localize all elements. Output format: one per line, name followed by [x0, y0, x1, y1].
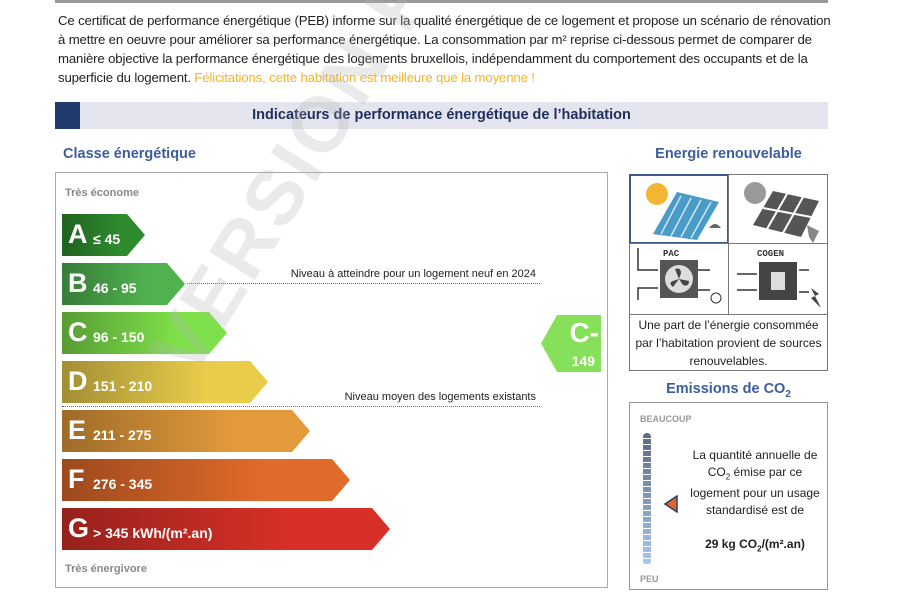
co2-pointer-icon	[664, 495, 678, 513]
cogeneration-icon: COGEN	[737, 249, 821, 308]
photovoltaic-cell	[728, 174, 828, 244]
co2-text-3: logement pour un usage standardisé est d…	[690, 486, 820, 518]
co2-unit: /(m².an)	[761, 537, 805, 552]
co2-title-text: Emissions de CO	[666, 381, 786, 397]
bar-range: > 345 kWh/(m².an)	[93, 525, 213, 541]
energy-bar-g: G > 345 kWh/(m².an)	[62, 508, 390, 550]
bar-letter: A	[68, 219, 88, 249]
co2-title-sub: 2	[785, 388, 791, 400]
energy-bar-d: D 151 - 210	[62, 361, 268, 403]
bar-range: 46 - 95	[93, 280, 137, 296]
energy-bar-f: F 276 - 345	[62, 459, 350, 501]
co2-value: 29 kg CO	[705, 537, 758, 552]
new-level-line	[187, 283, 540, 284]
bar-range: 96 - 150	[93, 329, 145, 345]
co2-text-1: La quantité annuelle de	[692, 448, 818, 462]
renewable-text: Une part de l’énergie consommée par l’ha…	[635, 318, 822, 368]
pac-label: PAC	[663, 249, 680, 259]
heat-pump-icon: PAC	[637, 248, 722, 304]
energy-bar-c: C 96 - 150	[62, 312, 227, 354]
cogen-label: COGEN	[757, 249, 784, 259]
energy-bar-e: E 211 - 275	[62, 410, 310, 452]
energy-bar-a: A ≤ 45	[62, 214, 145, 256]
header-square	[55, 102, 80, 129]
bar-range: ≤ 45	[93, 231, 121, 247]
note-avg: Niveau moyen des logements existants	[344, 391, 536, 403]
co2-scale	[643, 433, 651, 565]
co2-text: La quantité annuelle de CO2 émise par ce l…	[690, 448, 820, 554]
intro-paragraph: Ce certificat de performance énergétique…	[58, 11, 838, 87]
bar-range: 211 - 275	[93, 427, 152, 443]
bar-letter: C	[68, 317, 88, 347]
renouvelable-title: Energie renouvelable	[655, 146, 802, 162]
solar-thermal-cell	[629, 174, 729, 244]
top-label: Très économe	[65, 187, 139, 199]
avg-level-line	[62, 406, 540, 407]
section-header: Indicateurs de performance énergétique d…	[55, 102, 828, 129]
section-title: Indicateurs de performance énergétique d…	[252, 107, 631, 123]
co2-panel: BEAUCOUP La quantité annuelle de CO2 émis…	[629, 402, 828, 590]
intro-highlight: Félicitations, cette habitation est meil…	[194, 70, 535, 85]
co2-text-2b: émise par ce	[730, 465, 803, 479]
intro-text: Ce certificat de performance énergétique…	[58, 13, 831, 85]
co2-top-label: BEAUCOUP	[640, 414, 692, 424]
result-value: 149	[571, 353, 595, 369]
bar-range: 276 - 345	[93, 476, 153, 492]
energy-class-panel	[55, 172, 608, 588]
co2-bottom-label: PEU	[640, 574, 659, 584]
bar-letter: G	[68, 513, 90, 543]
classe-title: Classe énergétique	[63, 146, 196, 162]
bar-range: 151 - 210	[93, 378, 153, 394]
result-class: C-	[569, 317, 599, 348]
co2-text-2a: CO	[707, 465, 726, 479]
cogen-cell: COGEN	[728, 243, 828, 315]
bar-letter: B	[68, 268, 88, 298]
top-border	[55, 0, 828, 3]
pac-cell: PAC	[629, 243, 729, 315]
solar-thermal-icon	[646, 183, 721, 240]
bar-letter: F	[68, 464, 85, 494]
bar-letter: E	[68, 415, 87, 445]
note-new: Niveau à atteindre pour un logement neuf…	[290, 268, 536, 280]
energy-bar-b: B 46 - 95	[62, 263, 185, 305]
bar-letter: D	[68, 366, 88, 396]
photovoltaic-icon	[744, 182, 819, 243]
renewable-panel: PAC COGEN Une part de l’énergie consommé…	[629, 174, 828, 371]
co2-title: Emissions de CO2	[629, 381, 828, 400]
bottom-label: Très énergivore	[65, 563, 147, 575]
